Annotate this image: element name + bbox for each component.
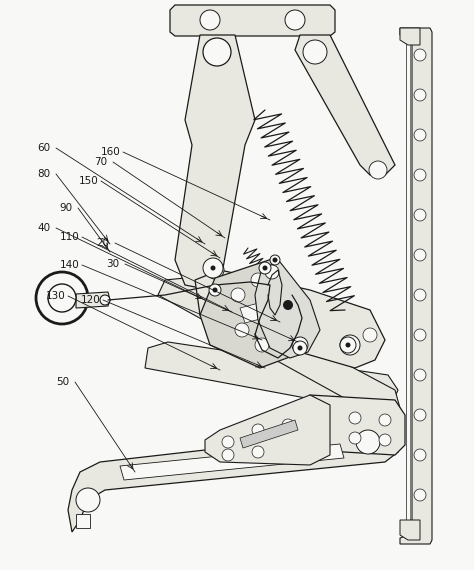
Circle shape — [303, 40, 327, 64]
Circle shape — [76, 488, 100, 512]
Text: 80: 80 — [37, 169, 51, 179]
Circle shape — [292, 337, 308, 353]
Circle shape — [414, 89, 426, 101]
Text: 60: 60 — [37, 143, 51, 153]
Text: 130: 130 — [46, 291, 66, 301]
Circle shape — [48, 284, 76, 312]
Polygon shape — [240, 300, 275, 323]
Circle shape — [414, 49, 426, 61]
Polygon shape — [400, 28, 420, 45]
Circle shape — [259, 262, 271, 274]
Circle shape — [282, 419, 294, 431]
Polygon shape — [200, 258, 300, 368]
Text: 20: 20 — [96, 238, 109, 248]
Circle shape — [203, 38, 231, 66]
Circle shape — [414, 409, 426, 421]
Circle shape — [285, 10, 305, 30]
Text: 110: 110 — [60, 232, 80, 242]
Circle shape — [314, 414, 326, 426]
Text: 50: 50 — [56, 377, 70, 387]
Circle shape — [231, 288, 245, 302]
Circle shape — [379, 414, 391, 426]
Text: 160: 160 — [101, 147, 121, 157]
Circle shape — [222, 436, 234, 448]
Circle shape — [265, 265, 279, 279]
Polygon shape — [255, 262, 320, 358]
Circle shape — [200, 10, 220, 30]
Circle shape — [222, 449, 234, 461]
Circle shape — [414, 209, 426, 221]
Text: 150: 150 — [79, 176, 99, 186]
Polygon shape — [205, 395, 330, 465]
Circle shape — [270, 255, 280, 265]
Text: 120: 120 — [81, 295, 101, 305]
Circle shape — [252, 424, 264, 436]
Circle shape — [314, 434, 326, 446]
Polygon shape — [295, 395, 405, 455]
Polygon shape — [400, 520, 420, 540]
Circle shape — [346, 343, 350, 348]
Circle shape — [36, 272, 88, 324]
Circle shape — [349, 432, 361, 444]
Polygon shape — [240, 420, 298, 448]
Circle shape — [235, 323, 249, 337]
Circle shape — [414, 249, 426, 261]
Circle shape — [212, 287, 218, 292]
Circle shape — [340, 337, 356, 353]
Text: 70: 70 — [94, 157, 108, 167]
Circle shape — [356, 430, 380, 454]
Text: 30: 30 — [107, 259, 119, 269]
Circle shape — [283, 300, 293, 310]
Circle shape — [293, 341, 307, 355]
Polygon shape — [295, 35, 395, 175]
Polygon shape — [158, 278, 400, 420]
Circle shape — [252, 446, 264, 458]
Polygon shape — [175, 35, 255, 288]
Circle shape — [363, 328, 377, 342]
Circle shape — [210, 266, 216, 271]
Circle shape — [203, 258, 223, 278]
Polygon shape — [400, 28, 432, 544]
Text: 140: 140 — [60, 260, 80, 270]
Text: 90: 90 — [59, 203, 73, 213]
Circle shape — [414, 369, 426, 381]
Text: 40: 40 — [37, 223, 51, 233]
Polygon shape — [76, 514, 90, 528]
Circle shape — [414, 289, 426, 301]
Circle shape — [224, 287, 240, 303]
Circle shape — [379, 434, 391, 446]
Circle shape — [369, 161, 387, 179]
Circle shape — [414, 129, 426, 141]
Polygon shape — [68, 430, 398, 532]
Polygon shape — [145, 342, 398, 410]
Polygon shape — [120, 444, 344, 480]
Circle shape — [298, 345, 302, 351]
Circle shape — [414, 329, 426, 341]
Circle shape — [209, 284, 221, 296]
Circle shape — [340, 335, 360, 355]
Polygon shape — [195, 270, 385, 368]
Circle shape — [414, 169, 426, 181]
Polygon shape — [170, 5, 335, 36]
Circle shape — [100, 295, 110, 305]
Circle shape — [251, 273, 265, 287]
Circle shape — [349, 412, 361, 424]
Circle shape — [263, 266, 267, 271]
Polygon shape — [76, 292, 110, 308]
Circle shape — [414, 489, 426, 501]
Circle shape — [273, 258, 277, 263]
Circle shape — [206, 261, 224, 279]
Circle shape — [414, 449, 426, 461]
Circle shape — [255, 338, 269, 352]
